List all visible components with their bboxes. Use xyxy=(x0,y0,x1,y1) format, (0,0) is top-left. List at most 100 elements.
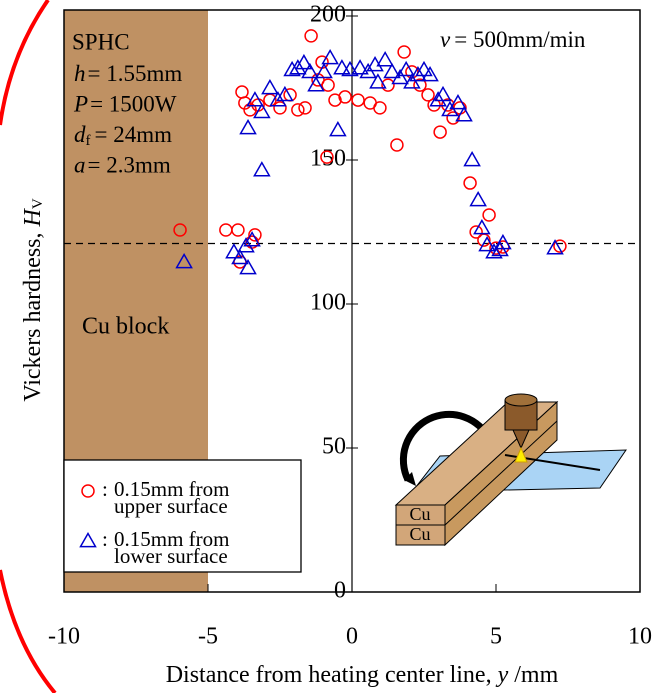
marker-triangle xyxy=(243,231,261,247)
param-symbol: a xyxy=(74,153,86,178)
parameter: a= 2.3mm xyxy=(74,153,171,178)
speed-value: = 500mm/min xyxy=(454,27,586,52)
y-tick-label: 100 xyxy=(310,290,346,316)
marker-circle xyxy=(320,150,334,164)
parameter: P= 1500W xyxy=(73,92,177,117)
speed: v = 500mm/min xyxy=(440,27,586,52)
marker-circle xyxy=(553,239,567,253)
illustration: Cu Cu xyxy=(394,393,627,547)
marker-circle xyxy=(304,29,318,43)
marker-circle xyxy=(298,101,312,115)
marker-circle xyxy=(338,90,352,104)
parameter: h= 1.55mm xyxy=(74,61,182,86)
marker-triangle xyxy=(307,76,325,92)
marker-circle xyxy=(351,93,365,107)
marker-triangle xyxy=(231,248,249,265)
legend-separator: : xyxy=(102,477,108,501)
x-tick-label: -5 xyxy=(198,624,218,650)
speed-symbol: v xyxy=(440,27,451,52)
y-label-text: Vickers hardness, xyxy=(20,233,46,402)
marker-circle xyxy=(248,228,262,242)
marker-triangle xyxy=(434,85,452,102)
marker-triangle xyxy=(397,60,415,77)
y-axis-label: Vickers hardness, HV xyxy=(20,198,47,402)
marker-circle xyxy=(283,88,297,102)
block-front xyxy=(395,524,446,546)
marker-triangle xyxy=(225,243,243,259)
param-symbol: d xyxy=(74,122,86,147)
marker-triangle xyxy=(289,59,307,75)
x-tick-label: 10 xyxy=(628,624,652,650)
legend-label-box: 0.15mm from lower surface xyxy=(114,531,230,567)
y-tick-label: 0 xyxy=(334,578,346,604)
y-label-symbol: H xyxy=(20,208,46,228)
marker-triangle xyxy=(455,106,473,122)
marker-triangle xyxy=(295,53,313,70)
marker-circle xyxy=(421,88,435,102)
param-value: = 2.3mm xyxy=(88,153,171,178)
x-label-symbol: y xyxy=(496,662,509,688)
marker-triangle xyxy=(301,62,319,79)
material: SPHC xyxy=(72,29,130,54)
x-label-unit: /mm xyxy=(514,662,558,688)
marker-triangle xyxy=(391,68,409,85)
marker-circle xyxy=(469,225,483,239)
legend-separator: : xyxy=(102,527,108,551)
legend-box xyxy=(63,459,302,573)
marker-circle xyxy=(433,125,447,139)
marker-circle xyxy=(390,138,404,152)
series xyxy=(175,49,564,275)
nozzle-tip xyxy=(512,429,530,450)
marker-triangle xyxy=(246,91,264,107)
marker-circle xyxy=(482,208,496,222)
flame xyxy=(514,446,528,463)
marker-triangle xyxy=(546,239,564,255)
marker-triangle xyxy=(485,243,503,259)
marker-circle xyxy=(397,45,411,59)
marker-triangle xyxy=(321,49,339,65)
param-symbol: P xyxy=(73,92,88,117)
y-tick-label: 50 xyxy=(322,434,346,460)
marker-circle xyxy=(81,484,95,498)
marker-triangle xyxy=(469,191,487,207)
decor-border xyxy=(0,569,57,693)
block-edge xyxy=(444,420,558,526)
marker-triangle xyxy=(239,258,257,275)
y-tick-label: 200 xyxy=(310,2,346,28)
marker-triangle xyxy=(253,102,271,119)
region-label: Cu block xyxy=(82,314,169,340)
marker-circle xyxy=(273,101,287,115)
marker-circle xyxy=(413,78,427,92)
x-tick-label: 0 xyxy=(346,624,358,650)
legend-label-box: 0.15mm from upper surface xyxy=(114,481,230,518)
marker-triangle xyxy=(333,59,351,75)
marker-triangle xyxy=(351,59,369,75)
plot-area: 0 50 100 150 200 -10 -5 0 5 10 Distance from heati… xyxy=(20,2,653,688)
marker-triangle xyxy=(429,91,447,107)
marker-triangle xyxy=(383,62,401,79)
legend-label: 0.15mm from upper surface xyxy=(114,481,230,518)
param-sub: f xyxy=(86,133,91,149)
marker-circle xyxy=(231,223,245,237)
param-value: = 24mm xyxy=(95,122,173,147)
marker-triangle xyxy=(269,91,287,107)
marker-triangle xyxy=(449,93,467,110)
rotation-arrow xyxy=(399,410,494,482)
marker-circle xyxy=(381,78,395,92)
x-tick-label: -10 xyxy=(48,624,80,650)
marker-triangle xyxy=(315,62,333,79)
parameter: df = 24mm xyxy=(74,122,172,149)
illustration-label: Cu xyxy=(409,524,430,544)
marker-circle xyxy=(446,111,460,125)
arrow-head xyxy=(404,472,416,486)
param-symbol: h xyxy=(74,61,86,86)
marker-triangle xyxy=(494,233,512,250)
marker-circle xyxy=(463,176,477,190)
param-value: = 1.55mm xyxy=(88,61,183,86)
marker-triangle xyxy=(79,531,97,548)
marker-triangle xyxy=(463,150,481,167)
marker-triangle xyxy=(239,119,257,135)
param-value: = 1500W xyxy=(90,92,177,117)
